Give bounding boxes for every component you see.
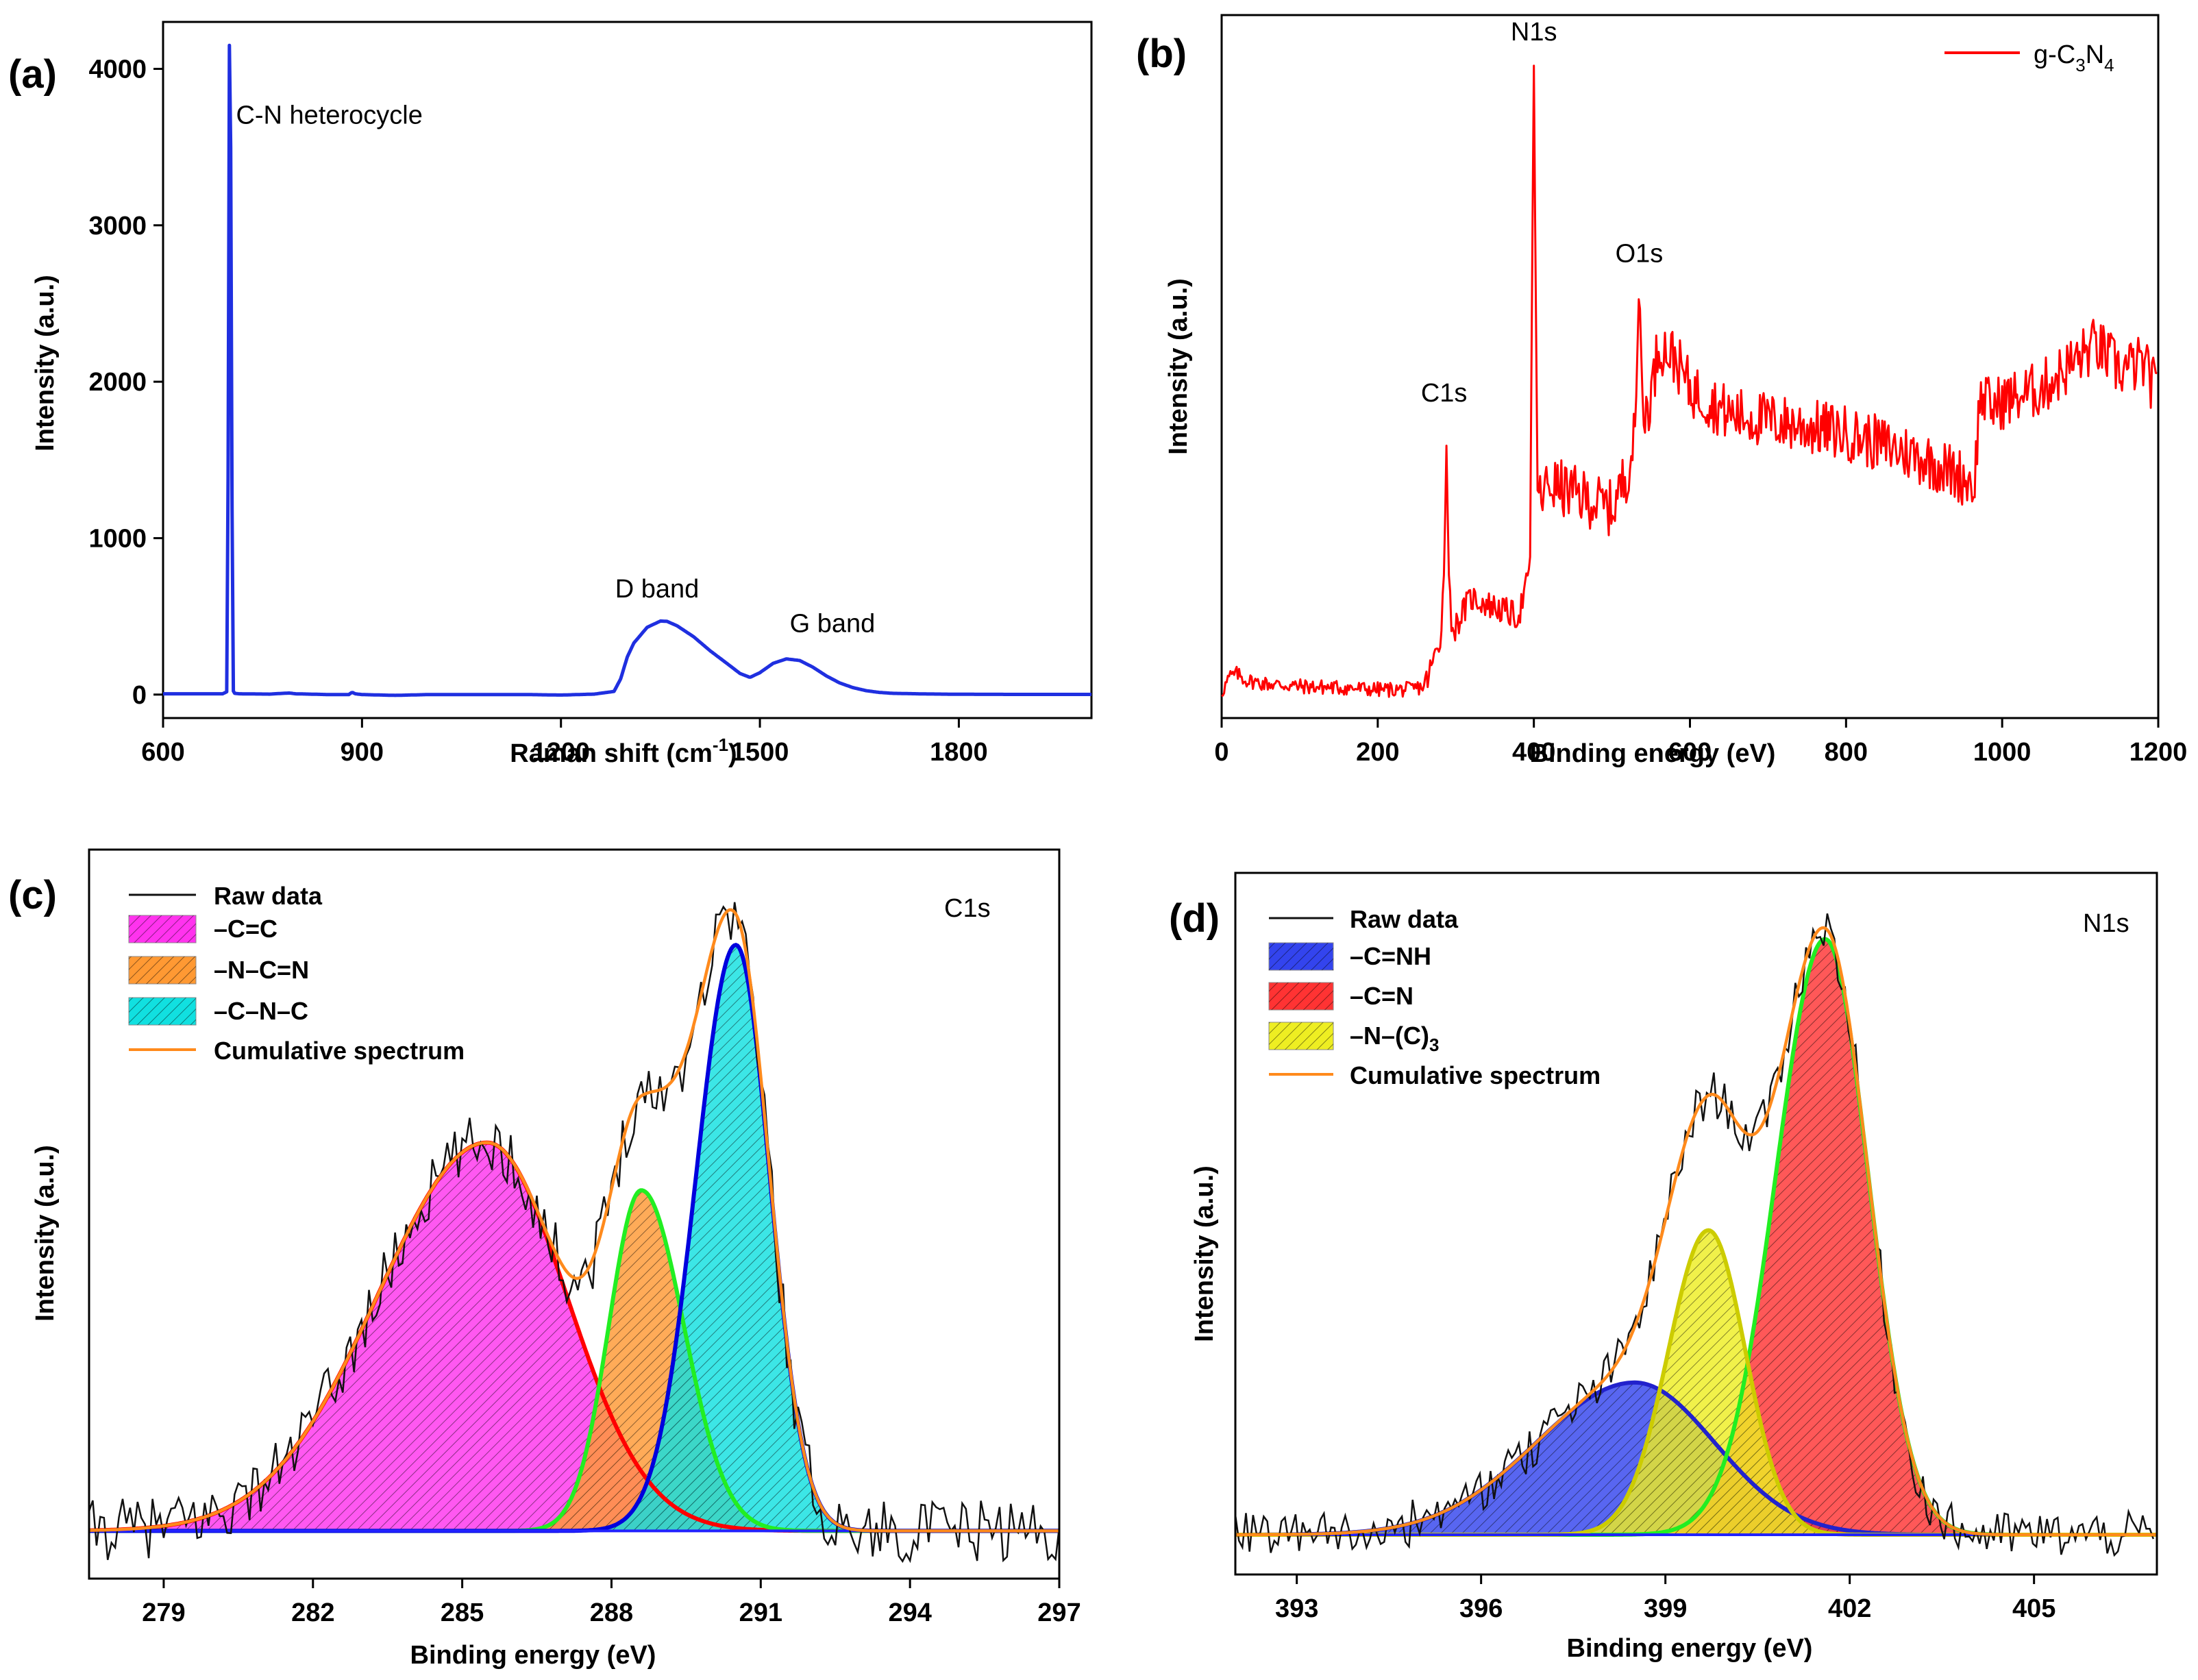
panel-a-xtick-label: 900	[341, 738, 384, 767]
panel-d-frame	[1234, 872, 2158, 1576]
panel-c-inset-title: C1s	[944, 894, 991, 923]
panel-c-xtick-label: 279	[142, 1598, 185, 1627]
legend-label-ncn: –N–C=N	[214, 956, 309, 984]
panel-d-xlabel: Binding energy (eV)	[1567, 1634, 1813, 1663]
panel-d-xtick-label: 393	[1275, 1594, 1318, 1623]
panel-a-ytick-label: 4000	[88, 55, 147, 84]
panel-a-frame	[162, 21, 1093, 719]
xps-survey-series-line	[1221, 64, 2158, 698]
panel-c-xtick-label: 288	[590, 1598, 633, 1627]
panel-c-xtick-label: 297	[1037, 1598, 1081, 1627]
panel-d-xtick-label: 399	[1644, 1594, 1687, 1623]
panel-a-xlabel: Raman shift (cm-1)	[510, 734, 737, 768]
panel-a-raman: (a) C-N heterocycle D band G band Intens…	[8, 21, 1093, 768]
panel-b-xps-survey: (b) g-C3N4 C1s N1s O1s Intensity (a.u.) …	[1136, 14, 2188, 768]
panel-c-xtick-label: 294	[888, 1598, 931, 1627]
panel-a-ytick-label: 1000	[88, 524, 147, 553]
panel-a-ytick-label: 2000	[88, 368, 147, 397]
panel-b-frame	[1220, 14, 2160, 719]
panel-b-xtick-label: 200	[1356, 738, 1399, 767]
panel-b-axes: 0 200 400 600 800 1000 1200	[1214, 14, 2188, 767]
annotation-cn-heterocycle: C-N heterocycle	[236, 101, 422, 129]
panel-c-component-hatch-0	[89, 1142, 1059, 1531]
panel-c-xlabel: Binding energy (eV)	[410, 1641, 656, 1670]
annotation-n1s: N1s	[1511, 18, 1557, 47]
panel-d-ylabel: Intensity (a.u.)	[1190, 1165, 1219, 1342]
panel-d-cumulative-line	[1235, 926, 2157, 1537]
annotation-c1s: C1s	[1421, 379, 1468, 408]
panel-c-xtick-label: 291	[739, 1598, 782, 1627]
panel-a-ylabel: Intensity (a.u.)	[31, 275, 60, 452]
panel-a-axes: 600 900 1200 1500 1800 0 1000 2000 3000 4000	[88, 21, 1093, 767]
legend-label-cnc: –C–N–C	[214, 997, 308, 1025]
panel-c-frame	[88, 848, 1061, 1580]
panel-c-axes: 279 282 285 288 291 294 297	[88, 848, 1081, 1627]
legend-label-raw-d: Raw data	[1350, 905, 1459, 933]
panel-b-xtick-label: 600	[1668, 738, 1712, 767]
legend-label-cumulative-d: Cumulative spectrum	[1350, 1061, 1601, 1089]
panel-b-xlabel: Binding energy (eV)	[1530, 739, 1776, 768]
panel-a-xtick-label: 1500	[731, 738, 789, 767]
raman-series-line	[162, 43, 1092, 697]
panel-a-ytick-label: 0	[132, 681, 147, 710]
panel-a-xtick-label: 600	[141, 738, 184, 767]
legend-label-cnh: –C=NH	[1350, 942, 1431, 970]
panel-c-label: (c)	[8, 873, 57, 917]
legend-label-raw: Raw data	[214, 882, 323, 910]
panel-b-xtick-label: 1000	[1973, 738, 2032, 767]
panel-c-ylabel: Intensity (a.u.)	[31, 1145, 60, 1322]
panel-a-ytick-label: 3000	[88, 212, 147, 240]
panel-b-xtick-label: 1200	[2129, 738, 2188, 767]
panel-c-xtick-label: 285	[441, 1598, 484, 1627]
panel-d-xtick-label: 405	[2012, 1594, 2055, 1623]
panel-a-xtick-label: 1800	[930, 738, 988, 767]
panel-c-xtick-label: 282	[291, 1598, 334, 1627]
panel-b-xtick-label: 0	[1214, 738, 1228, 767]
panel-b-label: (b)	[1136, 32, 1187, 76]
panel-b-ylabel: Intensity (a.u.)	[1164, 278, 1193, 455]
panel-d-label: (d)	[1169, 896, 1220, 941]
panel-d-inset-title: N1s	[2083, 909, 2129, 938]
panel-b-xtick-label: 800	[1825, 738, 1868, 767]
panel-d-xtick-label: 402	[1828, 1594, 1871, 1623]
panel-d-axes: 393 396 399 402 405	[1234, 872, 2158, 1623]
panel-c-legend: Raw data –C=C –N–C=N –C–N–C Cumulative s…	[128, 882, 465, 1065]
legend-label-cc: –C=C	[214, 915, 277, 943]
annotation-d-band: D band	[615, 575, 700, 604]
annotation-o1s: O1s	[1616, 239, 1664, 268]
legend-label-cumulative: Cumulative spectrum	[214, 1037, 465, 1065]
legend-label-cn: –C=N	[1350, 982, 1413, 1010]
panel-c-cumulative-line	[89, 908, 1059, 1533]
panel-c-c1s: (c) C1s Intensity (a.u.) Binding energy …	[8, 848, 1081, 1670]
panel-b-xtick-label: 400	[1512, 738, 1555, 767]
annotation-g-band: G band	[790, 609, 876, 638]
panel-a-label: (a)	[8, 52, 57, 97]
panel-a-xtick-label: 1200	[532, 738, 590, 767]
panel-d-component-hatch-2	[1235, 1230, 2157, 1535]
legend-label-nc3: –N–(C)3	[1350, 1022, 1439, 1055]
panel-d-xtick-label: 396	[1459, 1594, 1503, 1623]
panel-d-legend: Raw data –C=NH –C=N –N–(C)3 Cumulative s…	[1268, 905, 1601, 1089]
legend-label-gc3n4: g-C3N4	[2034, 40, 2114, 75]
panel-d-n1s: (d) N1s Intensity (a.u.) Binding energy …	[1169, 872, 2158, 1663]
